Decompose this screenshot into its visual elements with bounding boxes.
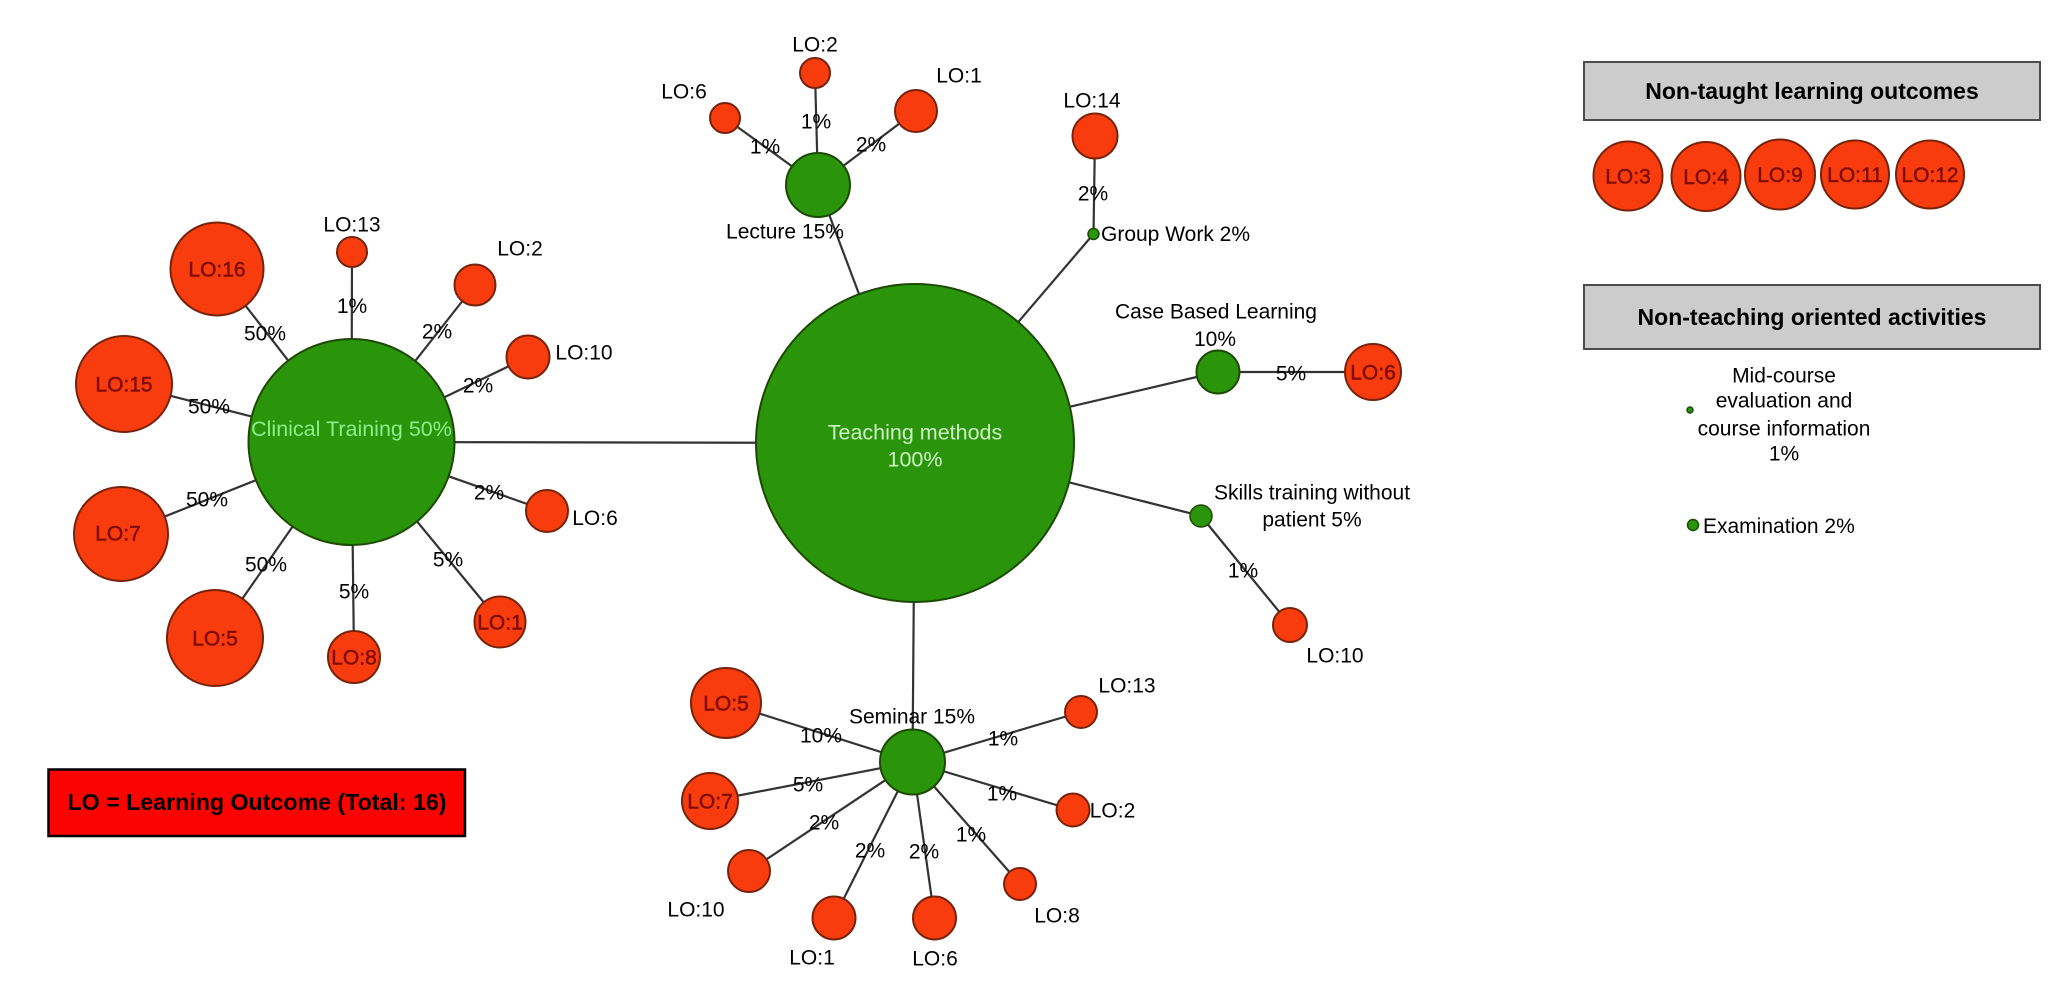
svg-text:1%: 1%	[956, 824, 986, 847]
svg-text:LO:3: LO:3	[1605, 166, 1651, 189]
svg-text:100%: 100%	[888, 448, 943, 472]
svg-text:2%: 2%	[856, 134, 886, 157]
svg-text:LO:6: LO:6	[572, 507, 618, 530]
svg-text:LO:5: LO:5	[192, 628, 238, 651]
svg-text:LO:16: LO:16	[188, 259, 245, 282]
svg-text:LO:13: LO:13	[323, 214, 380, 237]
svg-text:LO:14: LO:14	[1063, 90, 1121, 113]
svg-text:2%: 2%	[474, 482, 504, 505]
svg-text:LO:2: LO:2	[792, 34, 838, 57]
svg-text:Lecture 15%: Lecture 15%	[726, 221, 844, 244]
svg-text:LO:4: LO:4	[1683, 166, 1729, 189]
svg-text:LO:12: LO:12	[1901, 164, 1958, 187]
svg-text:course information: course information	[1698, 418, 1871, 441]
svg-text:2%: 2%	[422, 321, 452, 344]
svg-text:5%: 5%	[433, 549, 463, 572]
svg-text:patient 5%: patient 5%	[1262, 509, 1361, 532]
svg-text:LO:13: LO:13	[1098, 675, 1155, 698]
svg-text:1%: 1%	[1228, 560, 1258, 583]
svg-text:Clinical Training 50%: Clinical Training 50%	[251, 417, 452, 441]
svg-text:LO:2: LO:2	[497, 238, 543, 261]
svg-text:Examination 2%: Examination 2%	[1703, 515, 1855, 538]
svg-text:Non-taught learning outcomes: Non-taught learning outcomes	[1645, 78, 1979, 104]
svg-text:LO:7: LO:7	[687, 791, 733, 814]
svg-text:LO:6: LO:6	[912, 948, 958, 971]
svg-text:LO:9: LO:9	[1757, 164, 1803, 187]
svg-text:LO:1: LO:1	[936, 65, 982, 88]
svg-text:2%: 2%	[809, 812, 839, 835]
svg-text:2%: 2%	[855, 840, 885, 863]
svg-text:LO:15: LO:15	[95, 374, 152, 397]
svg-text:2%: 2%	[463, 375, 493, 398]
svg-text:Seminar 15%: Seminar 15%	[849, 706, 975, 729]
svg-text:1%: 1%	[801, 111, 831, 134]
svg-text:LO:5: LO:5	[703, 693, 749, 716]
svg-text:2%: 2%	[909, 841, 939, 864]
svg-text:1%: 1%	[750, 136, 780, 159]
svg-text:LO:10: LO:10	[1306, 645, 1363, 668]
svg-text:50%: 50%	[186, 489, 228, 512]
svg-text:Mid-course: Mid-course	[1732, 365, 1836, 388]
svg-text:Non-teaching oriented activiti: Non-teaching oriented activities	[1638, 304, 1987, 330]
svg-text:LO:11: LO:11	[1827, 164, 1883, 187]
svg-text:LO:10: LO:10	[667, 899, 724, 922]
svg-text:LO:7: LO:7	[95, 523, 141, 546]
svg-text:50%: 50%	[244, 323, 286, 346]
svg-text:10%: 10%	[800, 725, 842, 748]
svg-text:1%: 1%	[988, 728, 1018, 751]
svg-text:LO:1: LO:1	[477, 612, 523, 635]
svg-text:5%: 5%	[339, 581, 369, 604]
svg-text:1%: 1%	[987, 783, 1017, 806]
svg-text:2%: 2%	[1078, 183, 1108, 206]
svg-text:LO:6: LO:6	[1350, 362, 1396, 385]
svg-text:5%: 5%	[1276, 363, 1306, 386]
svg-text:LO:2: LO:2	[1090, 800, 1136, 823]
svg-text:10%: 10%	[1194, 328, 1236, 351]
svg-text:50%: 50%	[188, 396, 230, 419]
svg-text:Teaching methods: Teaching methods	[828, 421, 1003, 445]
svg-text:Group Work 2%: Group Work 2%	[1101, 223, 1250, 246]
svg-text:LO:10: LO:10	[555, 342, 612, 365]
svg-text:LO:1: LO:1	[789, 947, 835, 970]
svg-text:Skills training without: Skills training without	[1214, 482, 1410, 505]
svg-text:50%: 50%	[245, 554, 287, 577]
svg-text:LO:6: LO:6	[661, 81, 707, 104]
svg-text:LO:8: LO:8	[331, 647, 377, 670]
svg-text:LO:8: LO:8	[1034, 905, 1080, 928]
svg-text:Case Based Learning: Case Based Learning	[1115, 301, 1317, 324]
svg-text:5%: 5%	[793, 774, 823, 797]
svg-text:evaluation and: evaluation and	[1716, 390, 1853, 413]
svg-text:1%: 1%	[1769, 443, 1799, 466]
svg-text:LO = Learning Outcome (Total:: LO = Learning Outcome (Total: 16)	[68, 789, 447, 815]
svg-text:1%: 1%	[337, 295, 367, 318]
